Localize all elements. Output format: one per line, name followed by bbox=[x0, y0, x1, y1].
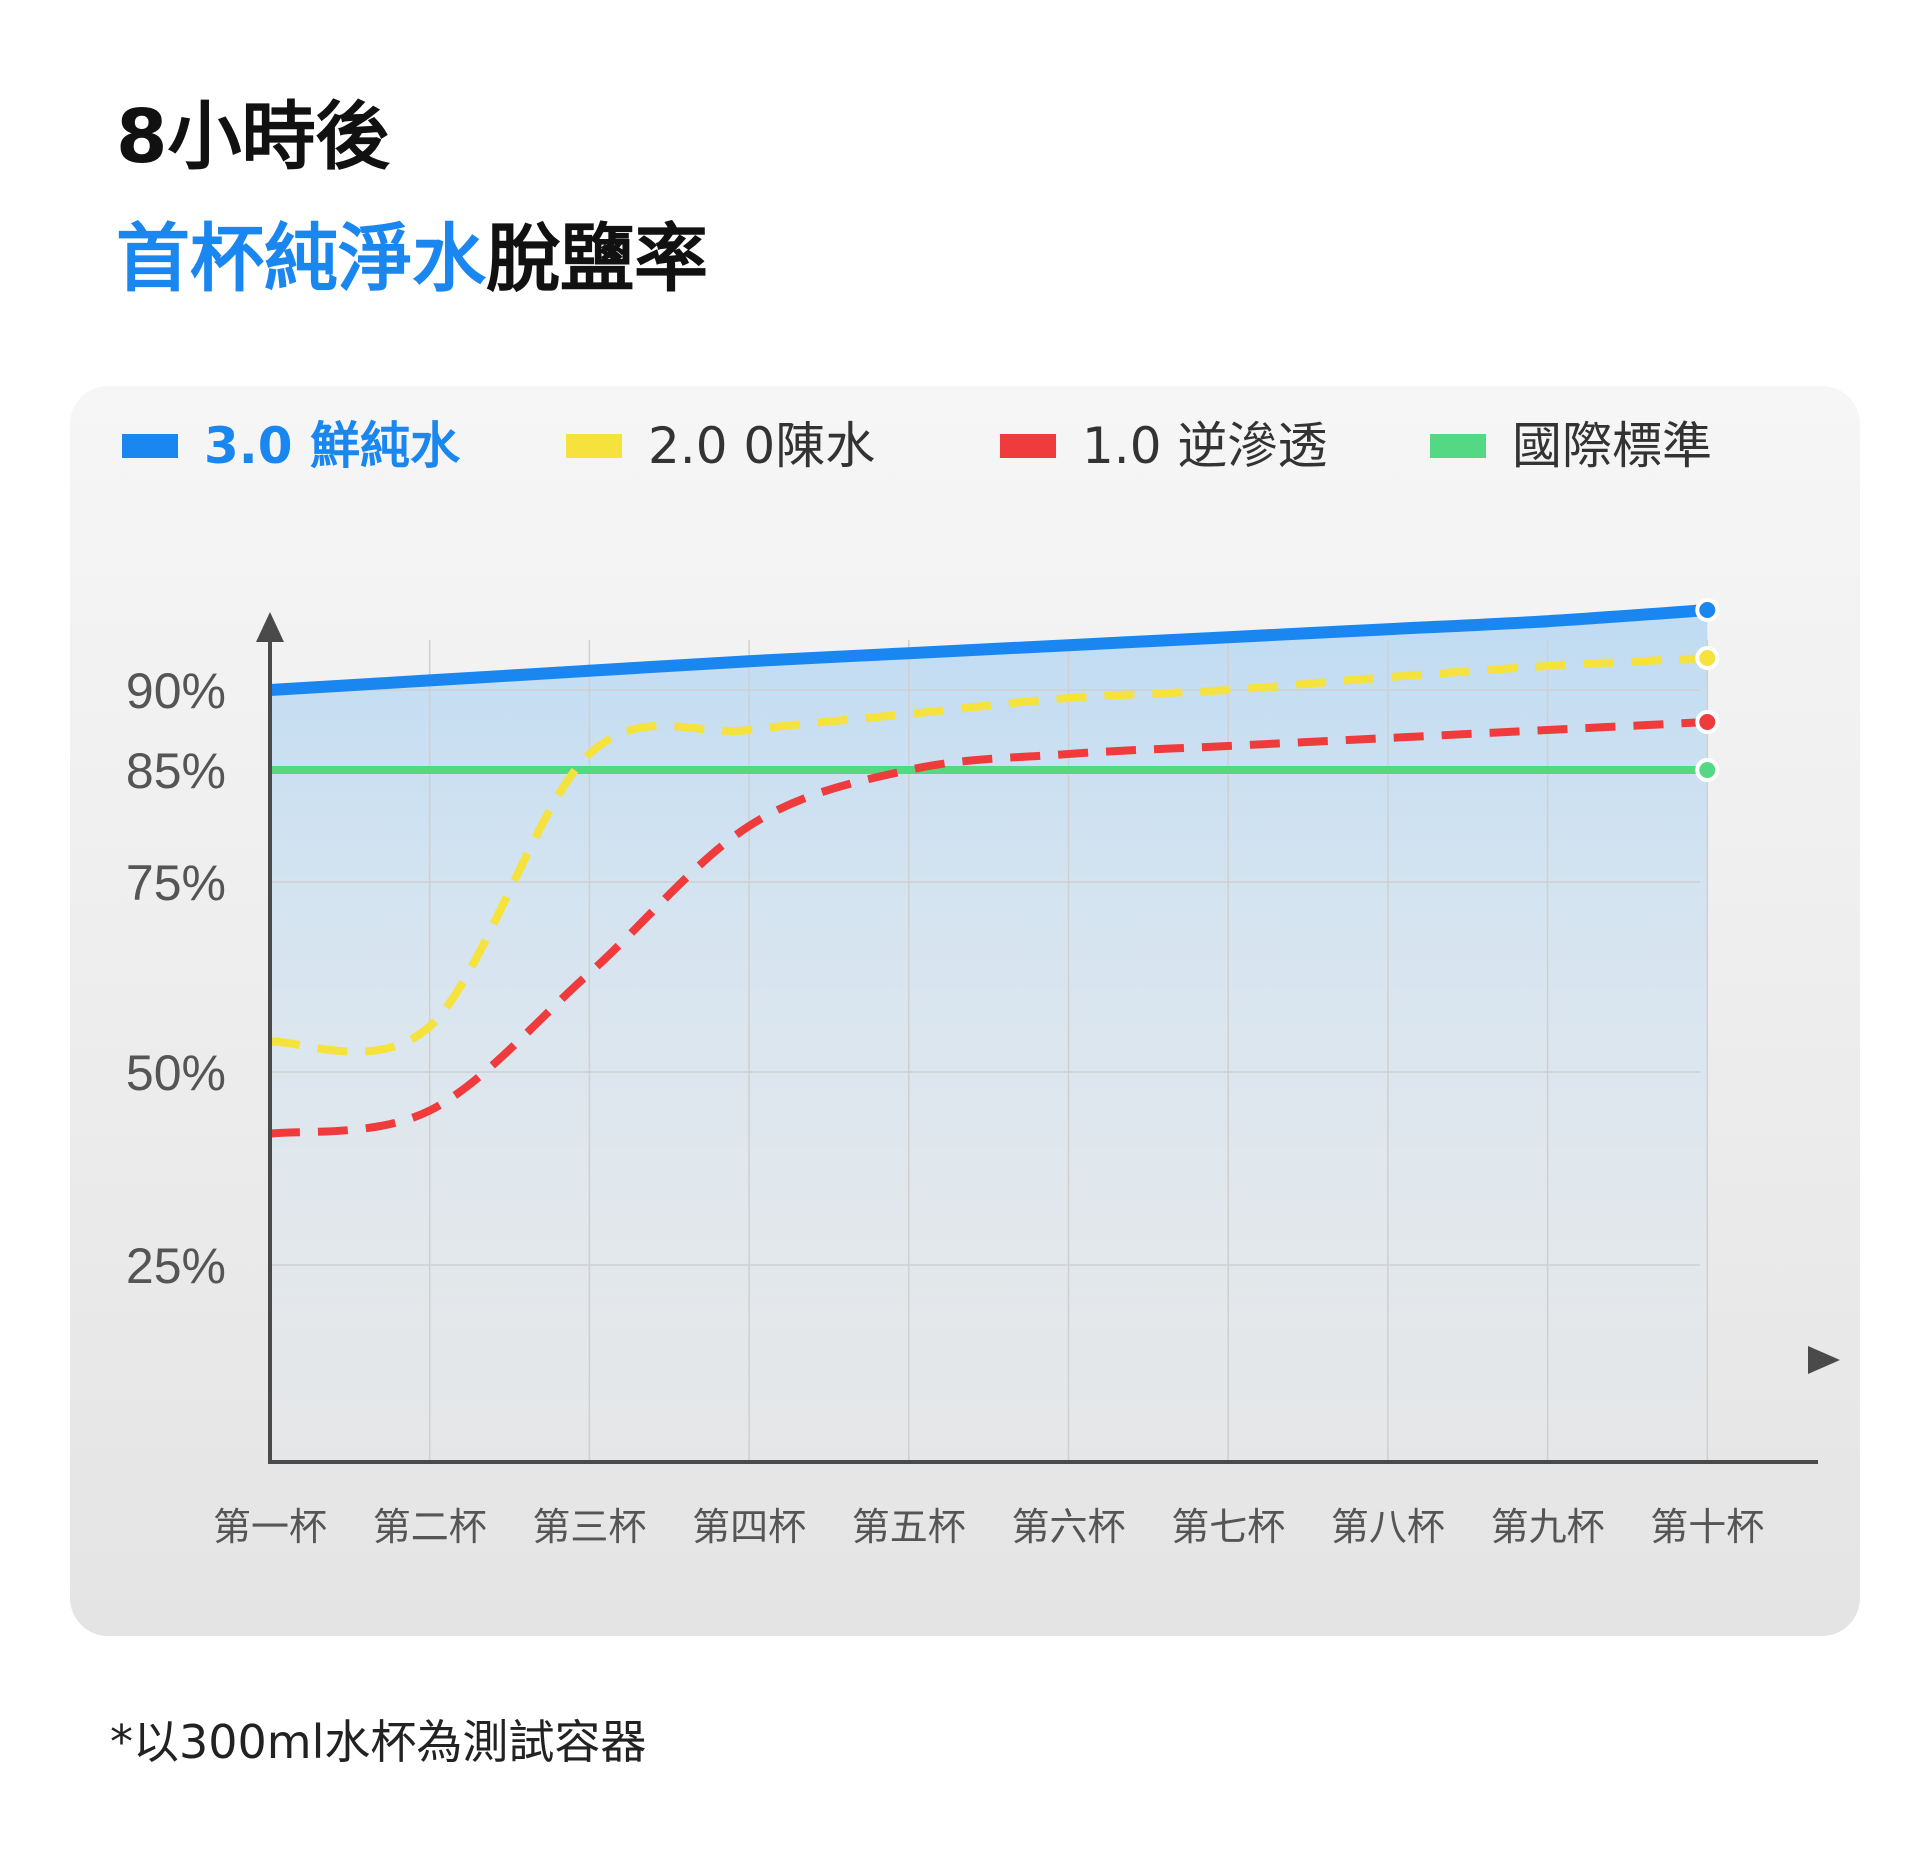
legend-swatch bbox=[1000, 434, 1056, 458]
x-tick-label: 第三杯 bbox=[532, 1505, 646, 1549]
x-axis-arrow bbox=[1808, 1346, 1840, 1374]
x-tick-label: 第八杯 bbox=[1331, 1505, 1445, 1549]
x-tick-label: 第六杯 bbox=[1011, 1505, 1125, 1549]
x-tick-label: 第七杯 bbox=[1171, 1505, 1285, 1549]
x-tick-label: 第九杯 bbox=[1491, 1505, 1605, 1549]
legend-item-fresh-pure: 3.0 鮮純水 bbox=[122, 418, 522, 474]
title-line-1: 8小時後 bbox=[116, 94, 390, 180]
x-tick-label: 第四杯 bbox=[692, 1505, 806, 1549]
x-tick-label: 第五杯 bbox=[852, 1505, 966, 1549]
title-highlight: 首杯純淨水 bbox=[116, 216, 486, 302]
series-end-point bbox=[1695, 646, 1720, 670]
series-end-point bbox=[1695, 758, 1720, 782]
x-tick-label: 第二杯 bbox=[373, 1505, 487, 1549]
legend-swatch bbox=[1430, 434, 1486, 458]
y-axis-arrow bbox=[256, 612, 284, 642]
series-line-2 bbox=[269, 718, 1708, 1138]
y-tick-label: 90% bbox=[126, 663, 226, 719]
legend-swatch bbox=[122, 434, 178, 458]
legend-swatch bbox=[566, 434, 622, 458]
legend-item-reverse-osmosis: 1.0 逆滲透 bbox=[1000, 418, 1340, 474]
legend-label: 3.0 鮮純水 bbox=[204, 417, 460, 475]
series-end-point bbox=[1695, 710, 1720, 734]
title-rest: 脫鹽率 bbox=[486, 216, 708, 302]
legend-item-intl-standard: 國際標準 bbox=[1430, 418, 1750, 474]
series-area-fresh-pure bbox=[270, 610, 1708, 1462]
legend-label: 國際標準 bbox=[1512, 417, 1712, 475]
x-tick-label: 第十杯 bbox=[1650, 1505, 1764, 1549]
y-tick-label: 25% bbox=[126, 1238, 226, 1294]
y-tick-label: 50% bbox=[126, 1045, 226, 1101]
title-line-2: 首杯純淨水脫鹽率 bbox=[116, 222, 708, 296]
series-line-1 bbox=[269, 654, 1708, 1056]
series-line-0 bbox=[269, 604, 1708, 696]
legend-item-stale-water: 2.0 0陳水 bbox=[566, 418, 906, 474]
legend-label: 1.0 逆滲透 bbox=[1082, 417, 1328, 475]
footnote: *以300ml水杯為測試容器 bbox=[110, 1715, 647, 1769]
y-tick-label: 85% bbox=[126, 743, 226, 799]
series-end-point bbox=[1695, 598, 1720, 622]
legend-label: 2.0 0陳水 bbox=[648, 417, 876, 475]
y-tick-label: 75% bbox=[126, 855, 226, 911]
x-tick-label: 第一杯 bbox=[213, 1505, 327, 1549]
